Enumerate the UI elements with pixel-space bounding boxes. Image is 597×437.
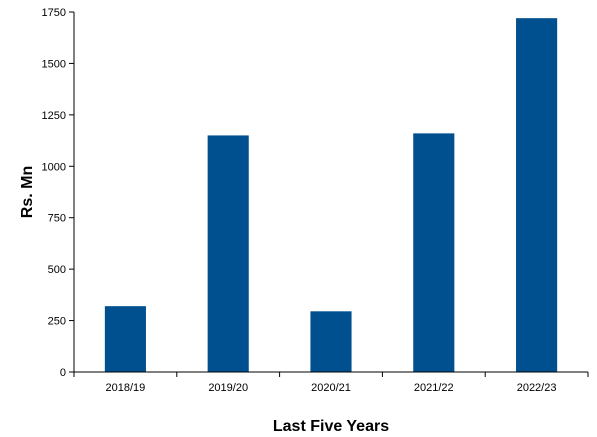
x-tick-label: 2022/23 bbox=[517, 382, 557, 394]
x-tick-label: 2018/19 bbox=[106, 382, 146, 394]
y-tick-label: 750 bbox=[48, 213, 66, 225]
y-axis-title: Rs. Mn bbox=[19, 166, 36, 218]
y-tick-label: 1500 bbox=[42, 58, 66, 70]
bars bbox=[104, 18, 558, 373]
bar-2020-21 bbox=[310, 311, 352, 372]
bar-2018-19 bbox=[104, 306, 146, 372]
x-tick-label: 2021/22 bbox=[414, 382, 454, 394]
bar-2022-23 bbox=[516, 18, 558, 373]
x-axis-title: Last Five Years bbox=[273, 418, 389, 435]
y-tick-label: 1000 bbox=[42, 161, 66, 173]
y-tick-label: 1250 bbox=[42, 110, 66, 122]
x-tick-label: 2019/20 bbox=[208, 382, 248, 394]
bar-2021-22 bbox=[413, 133, 455, 372]
y-tick-label: 500 bbox=[48, 264, 66, 276]
y-tick-label: 250 bbox=[48, 316, 66, 328]
x-tick-label: 2020/21 bbox=[311, 382, 351, 394]
y-tick-label: 1750 bbox=[42, 7, 66, 19]
bar-2019-20 bbox=[207, 135, 249, 372]
x-axis-ticks: 2018/19 2019/20 2020/21 2021/22 2022/23 bbox=[73, 372, 589, 394]
y-tick-label: 0 bbox=[60, 367, 66, 379]
y-axis-ticks: 0 250 500 750 1000 1250 1500 1750 bbox=[42, 7, 74, 379]
